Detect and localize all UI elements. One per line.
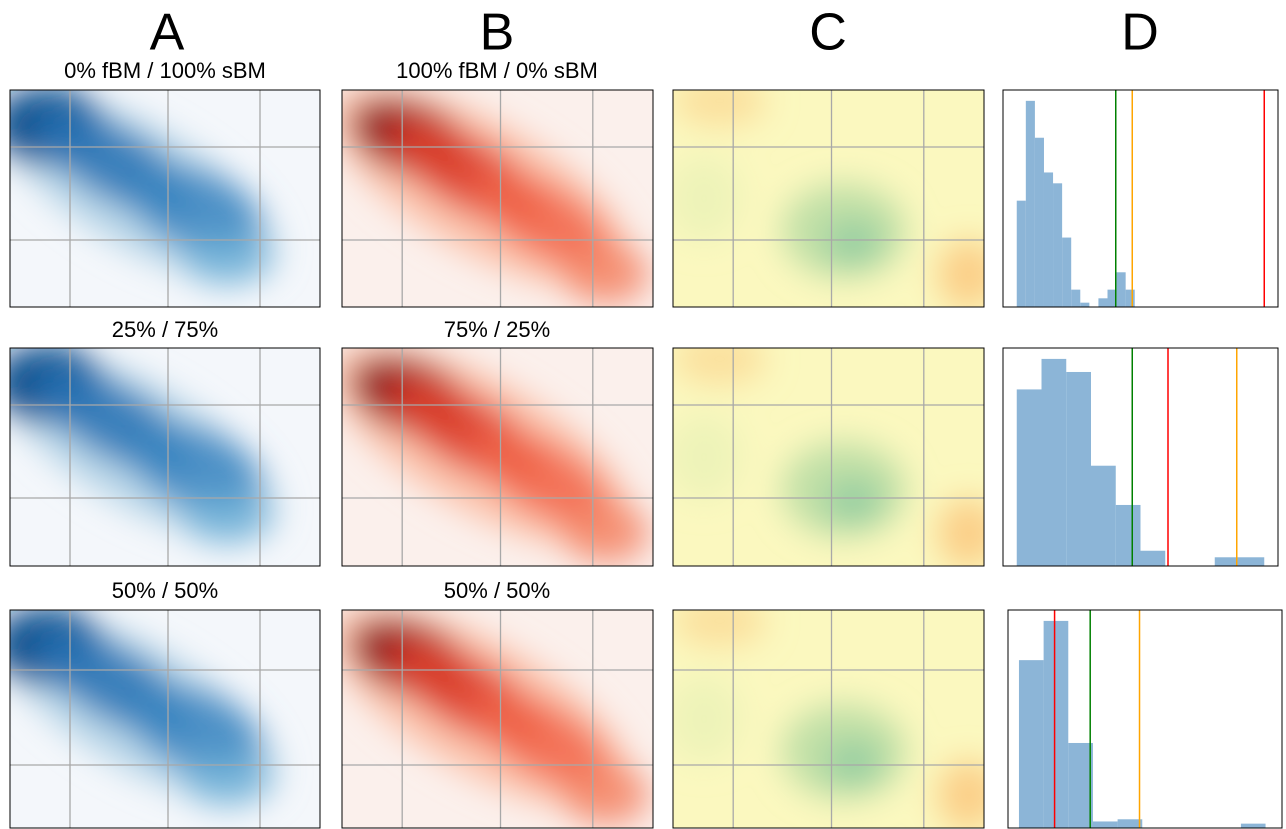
heatmap: [10, 90, 320, 307]
histogram-bar: [1053, 183, 1063, 307]
histogram-bar: [1025, 100, 1035, 307]
heatmap: [673, 90, 984, 307]
heatmap-blob: [562, 764, 650, 826]
column-label: B: [480, 4, 515, 62]
row-label: 75% / 25%: [444, 317, 550, 342]
heatmap-blob: [673, 675, 742, 763]
panel-frame: [1007, 609, 1283, 829]
heatmap-blob: [825, 220, 882, 264]
histogram-bar: [1091, 465, 1116, 566]
heatmap-panel: [341, 609, 654, 829]
heatmap-panel: [9, 609, 321, 829]
heatmap-blob: [825, 740, 882, 785]
histogram-bar: [1092, 821, 1118, 828]
histogram-bar: [1125, 289, 1135, 307]
panel-frame: [9, 347, 321, 567]
panel-frame: [672, 89, 985, 308]
heatmap-blob: [937, 239, 984, 307]
column-label: D: [1121, 4, 1159, 62]
heatmap: [10, 610, 320, 828]
heatmap: [342, 90, 653, 307]
panel-frame: [672, 347, 985, 567]
histogram-bar: [1041, 358, 1067, 566]
heatmap-panel: [9, 89, 321, 308]
histogram-bar: [1034, 137, 1044, 307]
histogram-bar: [1116, 272, 1126, 307]
histogram-bar: [1066, 371, 1091, 566]
histogram-bar: [1115, 504, 1141, 566]
heatmap-blob: [673, 90, 767, 127]
heatmap-blob: [477, 172, 612, 269]
heatmap-blobs: [10, 348, 278, 545]
histogram-bar: [1080, 302, 1090, 307]
heatmap-blob: [673, 610, 767, 648]
panel-frame: [341, 347, 654, 567]
heatmap-blob: [183, 491, 271, 545]
panel-frame: [9, 89, 321, 308]
row-label: 0% fBM / 100% sBM: [64, 58, 266, 83]
heatmap: [673, 348, 984, 566]
heatmap-blob: [937, 498, 984, 566]
heatmap-blob: [673, 348, 767, 386]
heatmap-panel: [672, 89, 985, 308]
heatmap-blobs: [673, 90, 984, 307]
column-label: A: [150, 4, 185, 62]
heatmap-panel: [672, 609, 985, 829]
panel-frame: [1002, 89, 1279, 308]
histogram-bar: [1016, 200, 1026, 307]
histogram-bar: [1043, 620, 1069, 828]
heatmap-blob: [183, 753, 271, 807]
heatmap-panel: [341, 347, 654, 567]
heatmap: [10, 348, 320, 566]
histogram-bar: [1214, 557, 1240, 566]
heatmap-blob: [825, 478, 882, 523]
heatmap-blob: [937, 760, 984, 828]
panel-frame: [1002, 347, 1279, 567]
histogram-bar: [1140, 550, 1166, 566]
histogram-bar: [1107, 289, 1117, 307]
histogram-bar: [1117, 819, 1143, 828]
histogram-bar: [1043, 172, 1054, 307]
heatmap-panel: [341, 89, 654, 308]
histogram-bar: [1068, 742, 1093, 828]
heatmap-blob: [562, 244, 650, 305]
heatmap: [673, 610, 984, 828]
heatmap-panel: [9, 347, 321, 567]
row-label: 50% / 50%: [444, 578, 550, 603]
row-label: 25% / 75%: [112, 317, 218, 342]
panel-frame: [9, 609, 321, 829]
row-label: 100% fBM / 0% sBM: [396, 58, 598, 83]
heatmap-blobs: [10, 610, 278, 807]
row-label: 50% / 50%: [112, 578, 218, 603]
heatmap: [342, 348, 653, 566]
heatmap-blobs: [673, 610, 984, 828]
heatmap-blobs: [673, 348, 984, 566]
heatmap-blob: [130, 424, 262, 512]
heatmap-blob: [130, 165, 262, 253]
histogram-bar: [1098, 298, 1108, 307]
panel-frame: [341, 89, 654, 308]
histogram-bar: [1016, 389, 1042, 566]
heatmap-blob: [130, 686, 262, 774]
heatmap: [342, 610, 653, 828]
heatmap-blob: [562, 502, 650, 564]
panel-frame: [672, 609, 985, 829]
heatmap-blob: [477, 430, 612, 527]
heatmap-blobs: [10, 90, 278, 286]
panel-frame: [341, 609, 654, 829]
histogram-bar: [1062, 237, 1072, 307]
column-label: C: [809, 4, 847, 62]
histogram-bar: [1018, 660, 1044, 828]
histogram-bar: [1071, 289, 1081, 307]
heatmap-panel: [672, 347, 985, 567]
heatmap-blob: [183, 233, 271, 286]
heatmap-blob: [673, 155, 742, 242]
histogram-bar: [1240, 823, 1266, 828]
heatmap-blobs: [342, 90, 650, 305]
heatmap-blob: [673, 413, 742, 501]
histogram-bar: [1239, 557, 1265, 566]
